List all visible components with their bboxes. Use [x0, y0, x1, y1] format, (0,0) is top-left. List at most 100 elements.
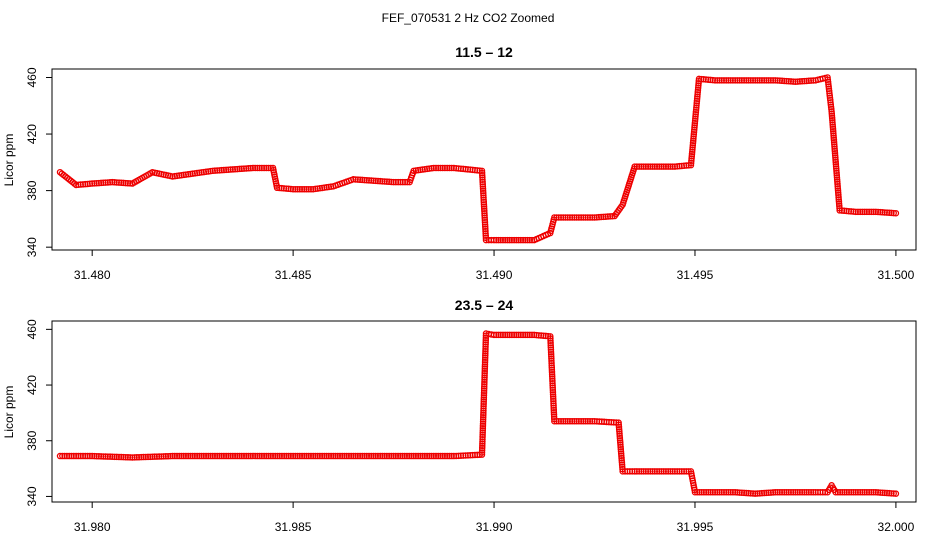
data-point: [736, 489, 743, 496]
data-point: [798, 78, 806, 85]
data-point: [481, 376, 488, 384]
data-point: [321, 452, 328, 460]
data-point: [95, 179, 103, 187]
data-point: [548, 359, 555, 367]
data-point: [845, 489, 853, 496]
data-point: [564, 214, 571, 221]
data-point: [254, 164, 261, 172]
data-point: [693, 95, 701, 103]
data-point: [479, 174, 486, 181]
data-point: [798, 489, 806, 496]
data-point: [481, 212, 488, 219]
data-point: [354, 452, 362, 460]
data-point: [573, 214, 580, 221]
data-point: [479, 435, 486, 443]
data-point: [883, 489, 891, 497]
data-point: [359, 452, 366, 460]
data-point: [254, 452, 261, 460]
data-point: [225, 166, 232, 173]
data-point: [830, 136, 838, 144]
data-point: [479, 433, 486, 441]
data-point: [618, 457, 625, 464]
data-point: [553, 417, 560, 425]
data-point: [93, 452, 100, 460]
data-point: [729, 77, 737, 84]
data-point: [743, 489, 750, 497]
data-point: [689, 142, 697, 149]
data-point: [480, 194, 487, 201]
data-point: [193, 452, 201, 460]
data-point: [307, 185, 315, 193]
data-point: [738, 77, 746, 84]
data-point: [667, 468, 674, 475]
data-point: [519, 331, 527, 339]
data-point: [517, 236, 525, 244]
data-point: [432, 452, 440, 460]
data-point: [664, 163, 672, 170]
data-point: [296, 185, 304, 193]
data-point: [836, 489, 844, 496]
data-point: [312, 452, 319, 460]
data-point: [831, 152, 839, 159]
x-tick-label: 31.990: [476, 520, 513, 534]
data-point: [120, 179, 127, 187]
data-point: [218, 452, 225, 460]
data-point: [370, 177, 377, 184]
data-point: [874, 208, 882, 216]
data-point: [781, 77, 788, 85]
data-point: [480, 402, 487, 410]
data-point: [256, 164, 263, 172]
data-point: [102, 179, 109, 186]
data-point: [372, 177, 379, 185]
data-point: [747, 77, 755, 84]
data-point: [664, 468, 672, 475]
data-point: [479, 422, 487, 430]
data-point: [86, 180, 94, 187]
data-point: [692, 108, 700, 116]
data-point: [426, 452, 433, 460]
data-point: [106, 179, 114, 186]
data-point: [669, 468, 676, 475]
data-point: [479, 176, 486, 184]
data-point: [615, 421, 623, 429]
data-point: [551, 417, 558, 425]
data-point: [100, 179, 107, 187]
data-point: [220, 452, 228, 460]
data-point: [115, 179, 123, 186]
data-point: [747, 490, 755, 497]
data-point: [196, 452, 203, 460]
data-point: [835, 198, 843, 205]
data-point: [562, 417, 569, 425]
data-point: [305, 452, 312, 460]
data-point: [443, 452, 451, 460]
data-point: [332, 452, 339, 460]
data-point: [361, 452, 368, 460]
data-point: [566, 214, 574, 221]
data-point: [778, 489, 786, 496]
data-point: [693, 99, 700, 107]
data-point: [758, 77, 766, 84]
data-point: [276, 452, 283, 460]
bottom-panel-frame: [51, 320, 917, 503]
data-point: [109, 178, 116, 186]
data-point: [388, 452, 395, 460]
data-point: [513, 236, 520, 244]
data-point: [752, 77, 759, 84]
data-point: [218, 166, 225, 174]
data-point: [146, 453, 154, 461]
data-point: [690, 133, 697, 140]
data-point: [571, 214, 578, 221]
data-point: [479, 424, 487, 432]
data-point: [216, 452, 223, 460]
data-point: [835, 193, 842, 201]
data-point: [789, 78, 797, 85]
data-point: [548, 366, 556, 374]
data-point: [571, 417, 578, 425]
data-point: [831, 141, 838, 148]
data-point: [131, 454, 138, 461]
data-point: [688, 155, 695, 162]
bottom-panel-x-axis: 31.980 31.985 31.990 31.995 32.000: [74, 502, 915, 534]
data-point: [294, 452, 301, 460]
data-point: [792, 78, 799, 85]
top-panel-frame: [51, 68, 917, 251]
